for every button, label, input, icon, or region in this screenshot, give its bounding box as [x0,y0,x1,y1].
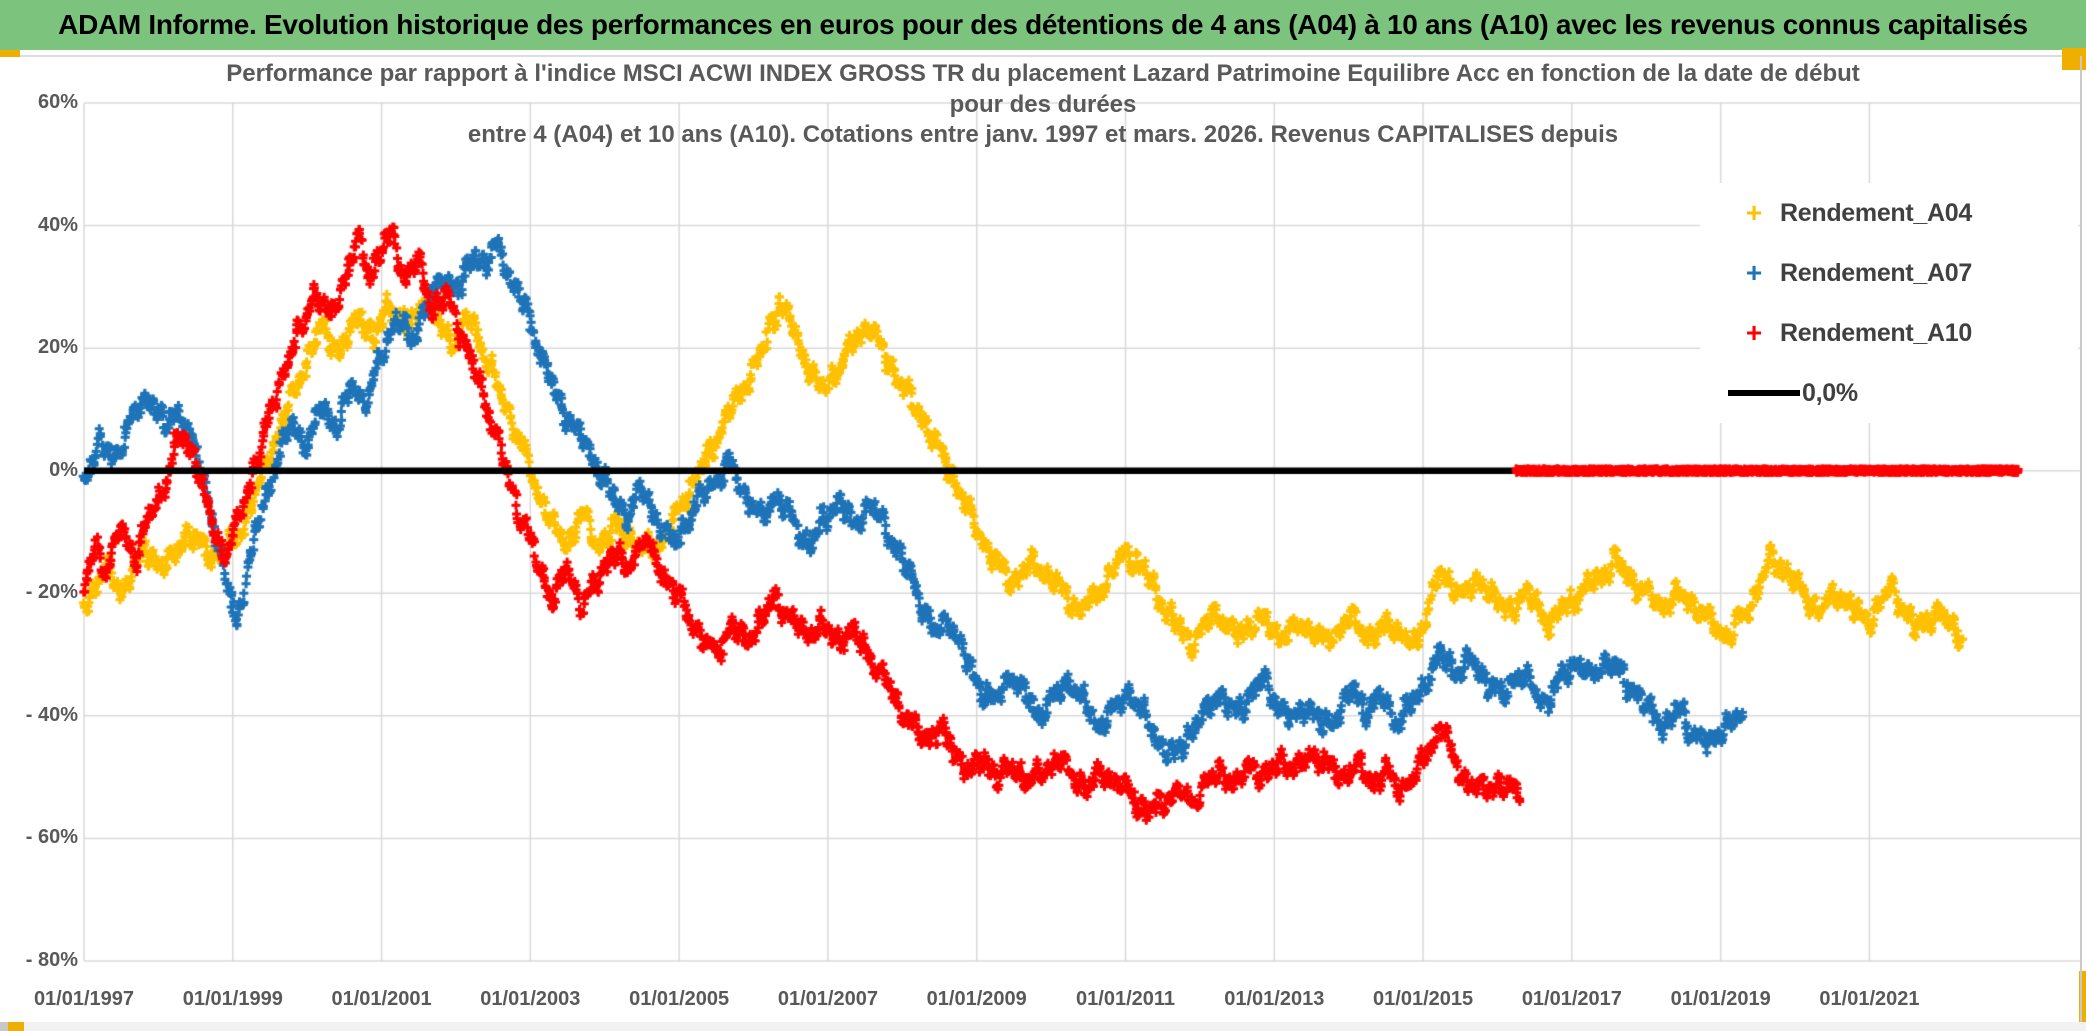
y-tick-label: 60% [37,91,78,113]
selection-accent-top-right [2062,48,2086,70]
legend-item-rendement-a10: + Rendement_A10 [1700,303,2078,363]
plus-marker-icon: + [1745,317,1763,348]
legend-label: Rendement_A07 [1780,258,1972,287]
legend-item-0-0-: 0,0% [1700,363,2078,423]
selection-accent-bottom-left [8,1022,24,1031]
x-tick-label: 01/01/2011 [1076,988,1176,1010]
selection-accent-right-edge [2079,971,2086,1022]
x-tick-label: 01/01/2003 [480,988,581,1010]
bottom-scroll-strip[interactable] [0,1022,2086,1031]
y-tick-label: 0% [49,458,78,481]
y-tick-label: - 60% [25,826,78,849]
y-tick-label: - 40% [25,703,78,726]
chart-legend: + Rendement_A04 + Rendement_A07 + Rendement_A… [1700,183,2078,423]
legend-item-rendement-a04: + Rendement_A04 [1700,183,2078,243]
chart-title-line-3: entre 4 (A04) et 10 ans (A10). Cotations… [467,121,1619,148]
line-marker-icon [1728,390,1800,396]
x-tick-label: 01/01/2001 [331,988,432,1010]
y-tick-label: - 20% [25,581,78,604]
x-tick-label: 01/01/2021 [1819,988,1920,1010]
x-tick-label: 01/01/2015 [1373,988,1474,1010]
x-tick-label: 01/01/1997 [33,988,135,1010]
chart-title-line-2: pour des durées [949,91,1137,118]
x-tick-label: 01/01/2013 [1224,988,1325,1010]
x-tick-label: 01/01/2019 [1670,988,1771,1010]
y-tick-label: 40% [37,213,78,236]
bottom-strip-corner [0,1022,8,1031]
legend-label: Rendement_A10 [1780,318,1972,347]
x-tick-label: 01/01/1999 [182,988,283,1010]
plus-marker-icon: + [1745,197,1763,228]
x-tick-label: 01/01/2007 [777,988,878,1010]
chart-right-border [2080,56,2082,1022]
plus-marker-icon: + [1745,257,1763,288]
legend-item-rendement-a07: + Rendement_A07 [1700,243,2078,303]
x-tick-label: 01/01/2005 [629,988,730,1010]
legend-label: 0,0% [1802,378,1858,407]
y-tick-label: 20% [37,336,78,359]
chart-title-line-1: Performance par rapport à l'indice MSCI … [226,60,1860,87]
x-tick-label: 01/01/2017 [1521,988,1622,1010]
y-tick-label: - 80% [25,949,78,971]
x-tick-label: 01/01/2009 [926,988,1027,1010]
selection-accent-top-left [0,50,20,57]
legend-label: Rendement_A04 [1780,198,1972,227]
